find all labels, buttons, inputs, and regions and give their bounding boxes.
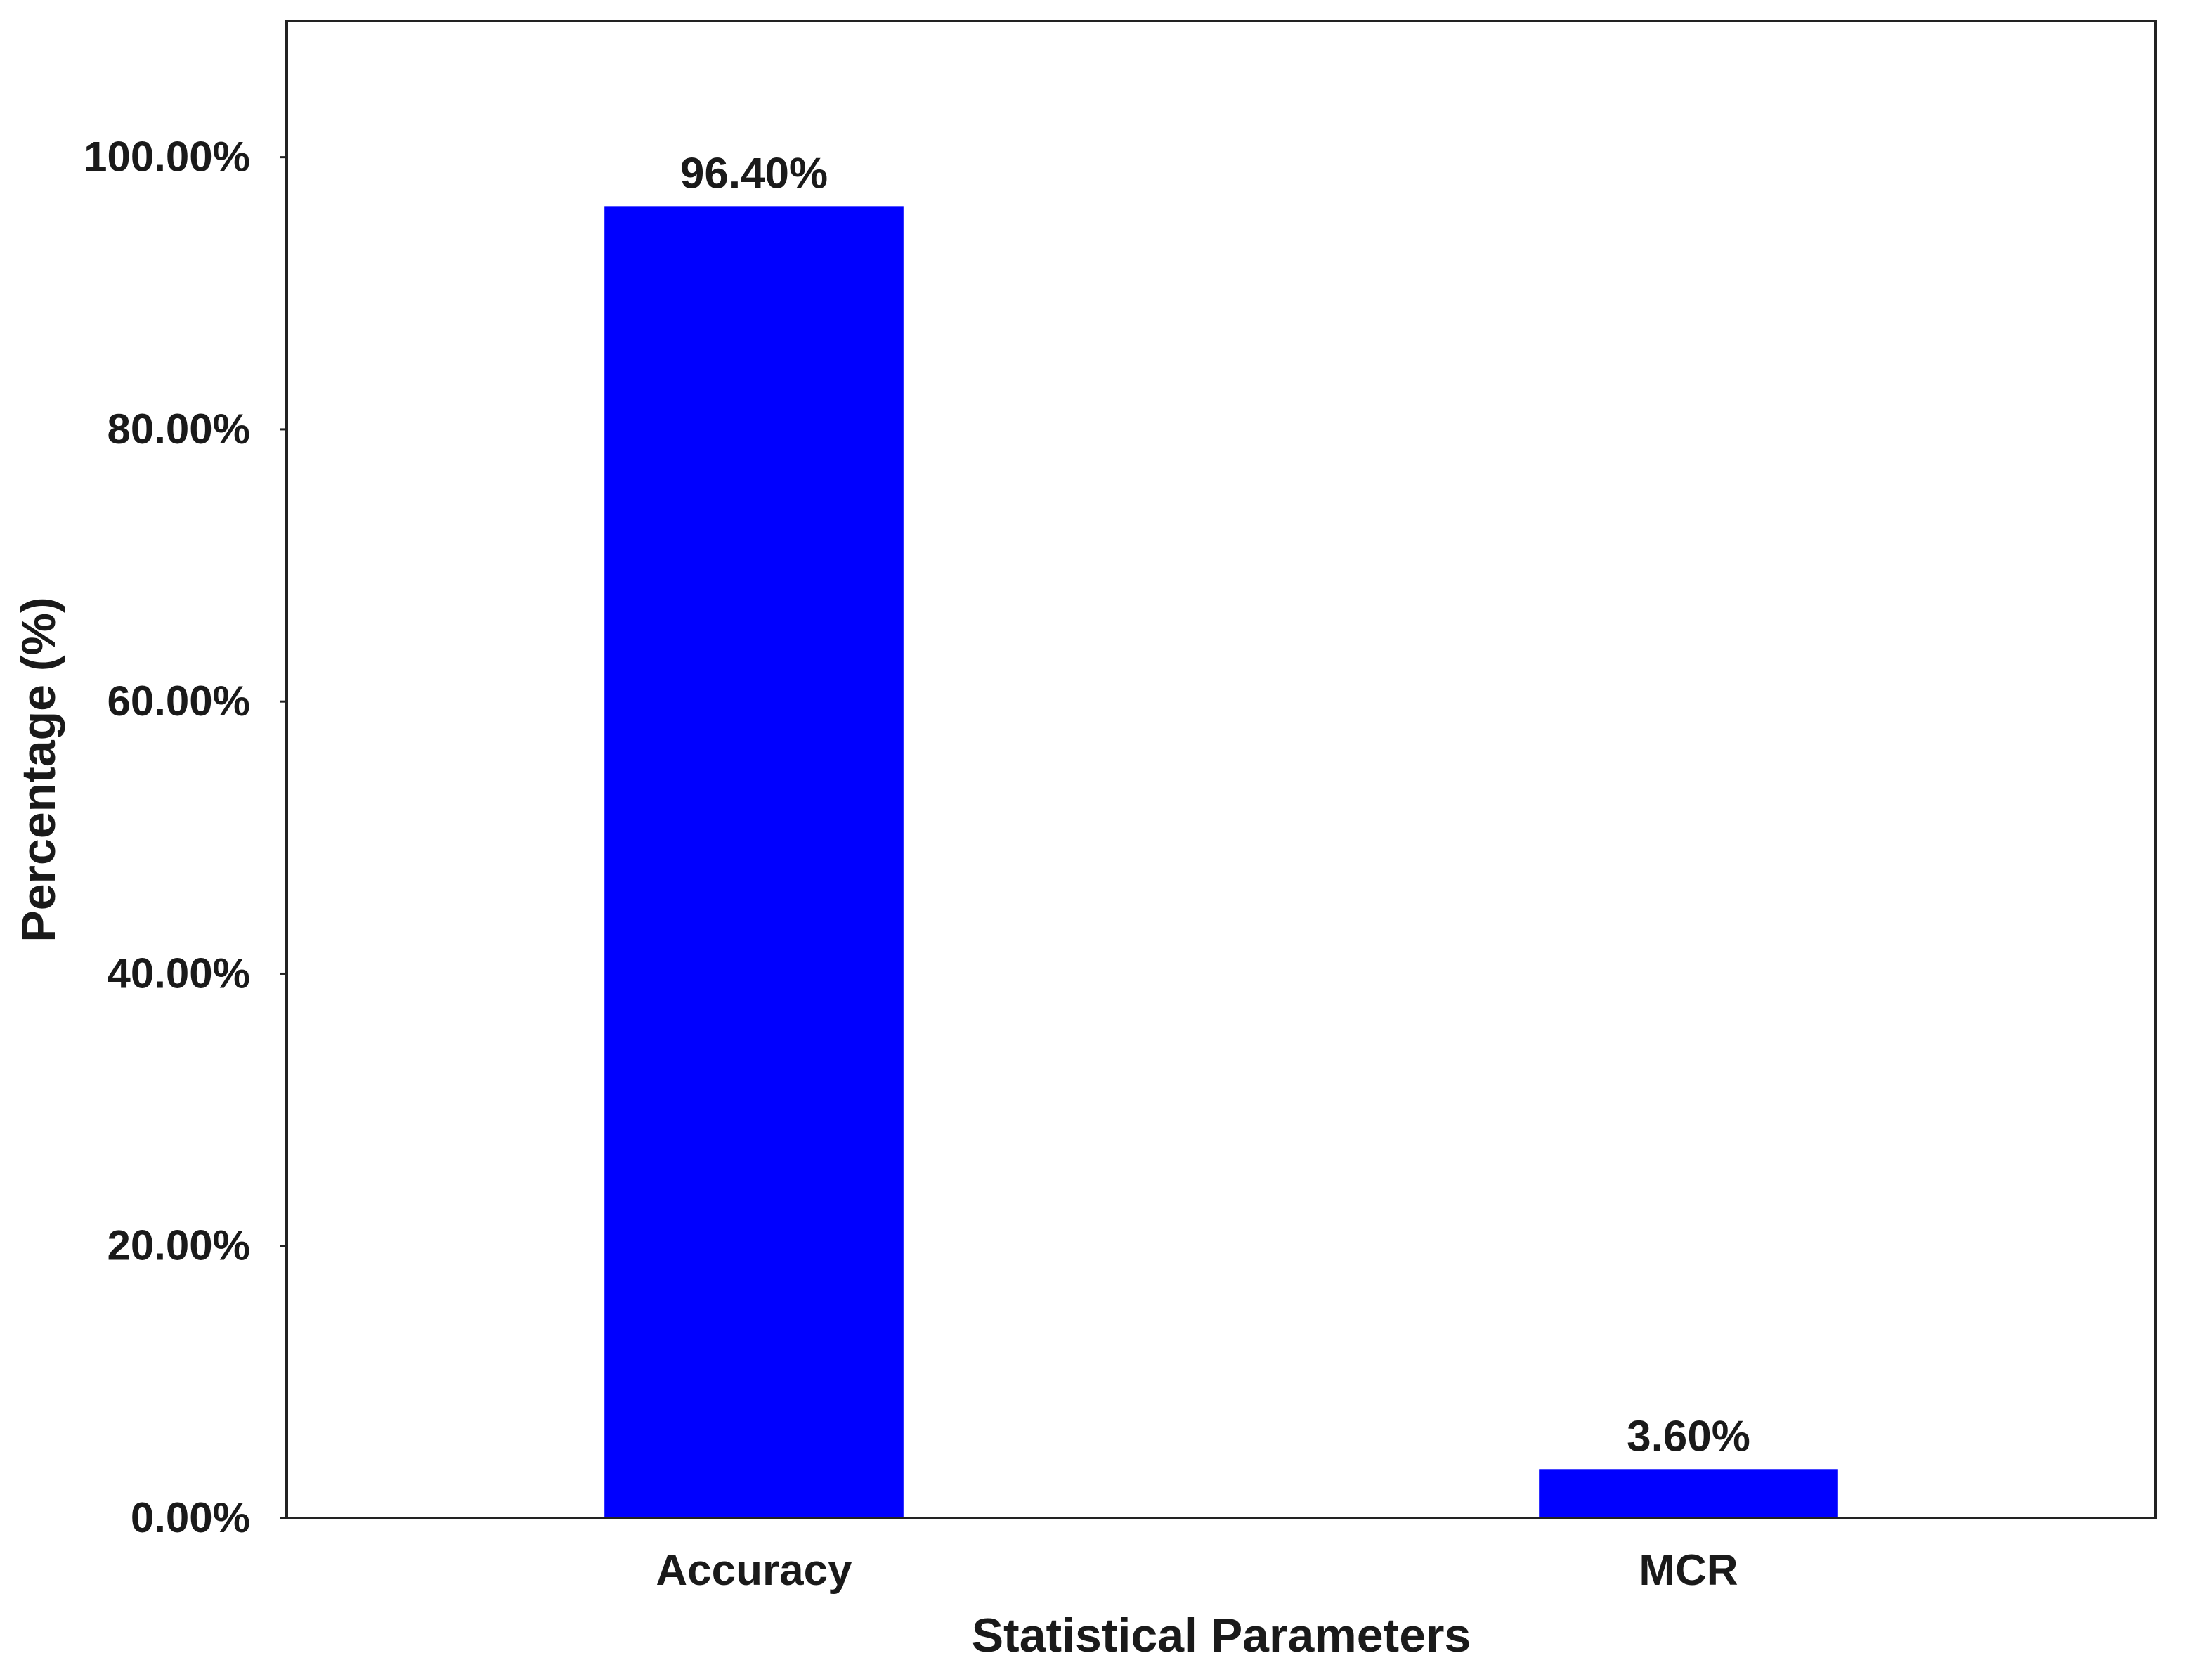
y-axis-ticks: 0.00% 20.00% 40.00% 60.00% 80.00% 100.00%	[84, 134, 287, 1541]
y-tick-label: 60.00%	[108, 678, 251, 725]
x-category-label: Accuracy	[656, 1546, 852, 1595]
y-tick-label: 20.00%	[108, 1222, 251, 1269]
bar-data-label: 96.40%	[680, 149, 828, 197]
y-axis-title: Percentage (%)	[12, 597, 65, 942]
data-labels: 96.40% 3.60%	[680, 149, 1750, 1460]
bars-layer	[604, 206, 1838, 1518]
x-category-label: MCR	[1639, 1546, 1738, 1595]
y-tick-label: 80.00%	[108, 406, 251, 453]
plot-frame	[285, 20, 2157, 1519]
y-tick-label: 0.00%	[131, 1494, 250, 1541]
bar-accuracy	[604, 206, 904, 1518]
x-axis-categories: Accuracy MCR	[656, 1546, 1738, 1595]
bar-data-label: 3.60%	[1627, 1412, 1750, 1460]
x-axis-title: Statistical Parameters	[972, 1609, 1471, 1662]
y-tick-label: 100.00%	[84, 134, 250, 181]
y-tick-label: 40.00%	[108, 950, 251, 997]
bar-mcr	[1539, 1469, 1838, 1518]
